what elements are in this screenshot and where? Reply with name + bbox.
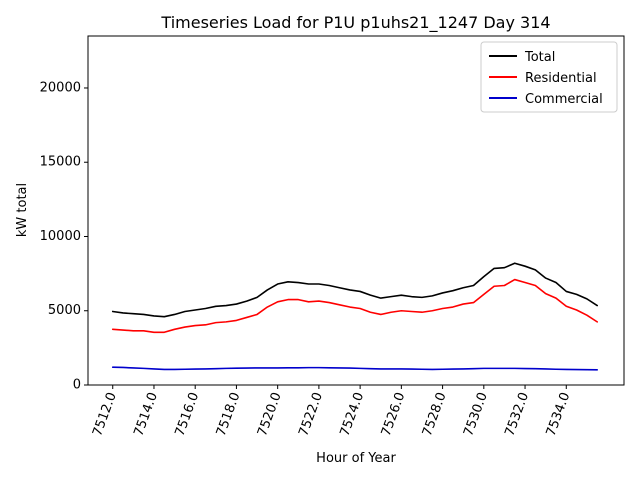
y-tick-label: 15000 bbox=[40, 155, 81, 170]
y-axis-ticks: 0 5000 10000 15000 20000 bbox=[40, 80, 88, 393]
x-axis-label: Hour of Year bbox=[316, 451, 396, 466]
legend-label-residential: Residential bbox=[525, 71, 597, 86]
plot-area-frame bbox=[87, 35, 625, 386]
legend-label-total: Total bbox=[524, 50, 555, 65]
legend-label-commercial: Commercial bbox=[525, 92, 603, 107]
y-tick-label: 20000 bbox=[40, 80, 81, 95]
y-tick-label: 5000 bbox=[48, 303, 81, 318]
y-axis-label: kW total bbox=[15, 183, 30, 237]
y-tick-label: 10000 bbox=[40, 229, 81, 244]
series-line-residential bbox=[111, 278, 599, 334]
series-line-commercial bbox=[111, 366, 599, 371]
chart-title: Timeseries Load for P1U p1uhs21_1247 Day… bbox=[160, 13, 550, 33]
legend-box bbox=[480, 41, 618, 113]
chart-legend: Total Residential Commercial bbox=[480, 41, 618, 113]
series-layer bbox=[111, 262, 599, 371]
y-tick-label: 0 bbox=[73, 378, 81, 393]
series-line-total bbox=[111, 262, 599, 318]
